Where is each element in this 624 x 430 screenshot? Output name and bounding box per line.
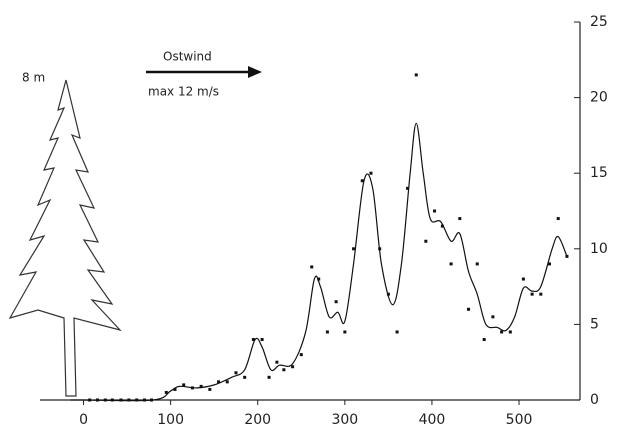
y-tick-label: 25 [590,14,608,30]
data-point [500,330,504,334]
data-point [299,353,303,357]
x-tick-label: 300 [331,412,358,428]
data-point [343,330,347,334]
data-point [386,292,390,296]
data-point [267,375,271,379]
data-point [406,186,410,190]
data-point [334,300,338,304]
x-tick-label: 200 [244,412,271,428]
tree-outline [8,79,122,397]
data-point [127,398,131,402]
data-point [199,384,203,388]
height-label: 8 m [22,71,45,85]
data-point [395,330,399,334]
data-point [225,380,229,384]
y-tick-label: 10 [590,241,608,257]
wind-label: Ostwind [163,50,212,64]
data-point [440,224,444,228]
data-point [217,380,221,384]
data-point [234,371,238,375]
data-point [449,262,453,266]
data-point [182,383,186,387]
x-tick-label: 0 [79,412,88,428]
data-point [360,179,364,183]
data-point [325,330,329,334]
data-point [243,375,247,379]
data-point [317,277,321,281]
data-point [508,330,512,334]
data-point [275,360,279,364]
data-point [491,315,495,319]
data-point [482,338,486,342]
data-point [260,338,264,342]
wind-arrowhead [248,66,262,78]
data-point [548,262,552,266]
x-tick-label: 100 [157,412,184,428]
data-point [556,217,560,221]
data-point [208,387,212,391]
data-point [424,239,428,243]
data-point [282,368,286,372]
y-tick-label: 5 [590,316,599,332]
data-point [164,390,168,394]
data-point [539,292,543,296]
x-tick-label: 400 [419,412,446,428]
data-point [530,292,534,296]
data-point [251,338,255,342]
smoothed-line [70,122,568,402]
data-point [310,265,314,269]
data-point [475,262,479,266]
y-tick-label: 15 [590,165,608,181]
max-label: max 12 m/s [148,85,219,99]
data-point [433,209,437,213]
y-tick-label: 0 [590,392,599,408]
y-tick-label: 20 [590,90,608,106]
data-point [414,73,418,77]
data-point [291,365,295,369]
data-point [458,217,462,221]
data-point [173,387,177,391]
data-point [467,307,471,311]
data-point [521,277,525,281]
x-tick-label: 500 [506,412,533,428]
data-point [352,247,356,251]
data-point [369,171,373,175]
